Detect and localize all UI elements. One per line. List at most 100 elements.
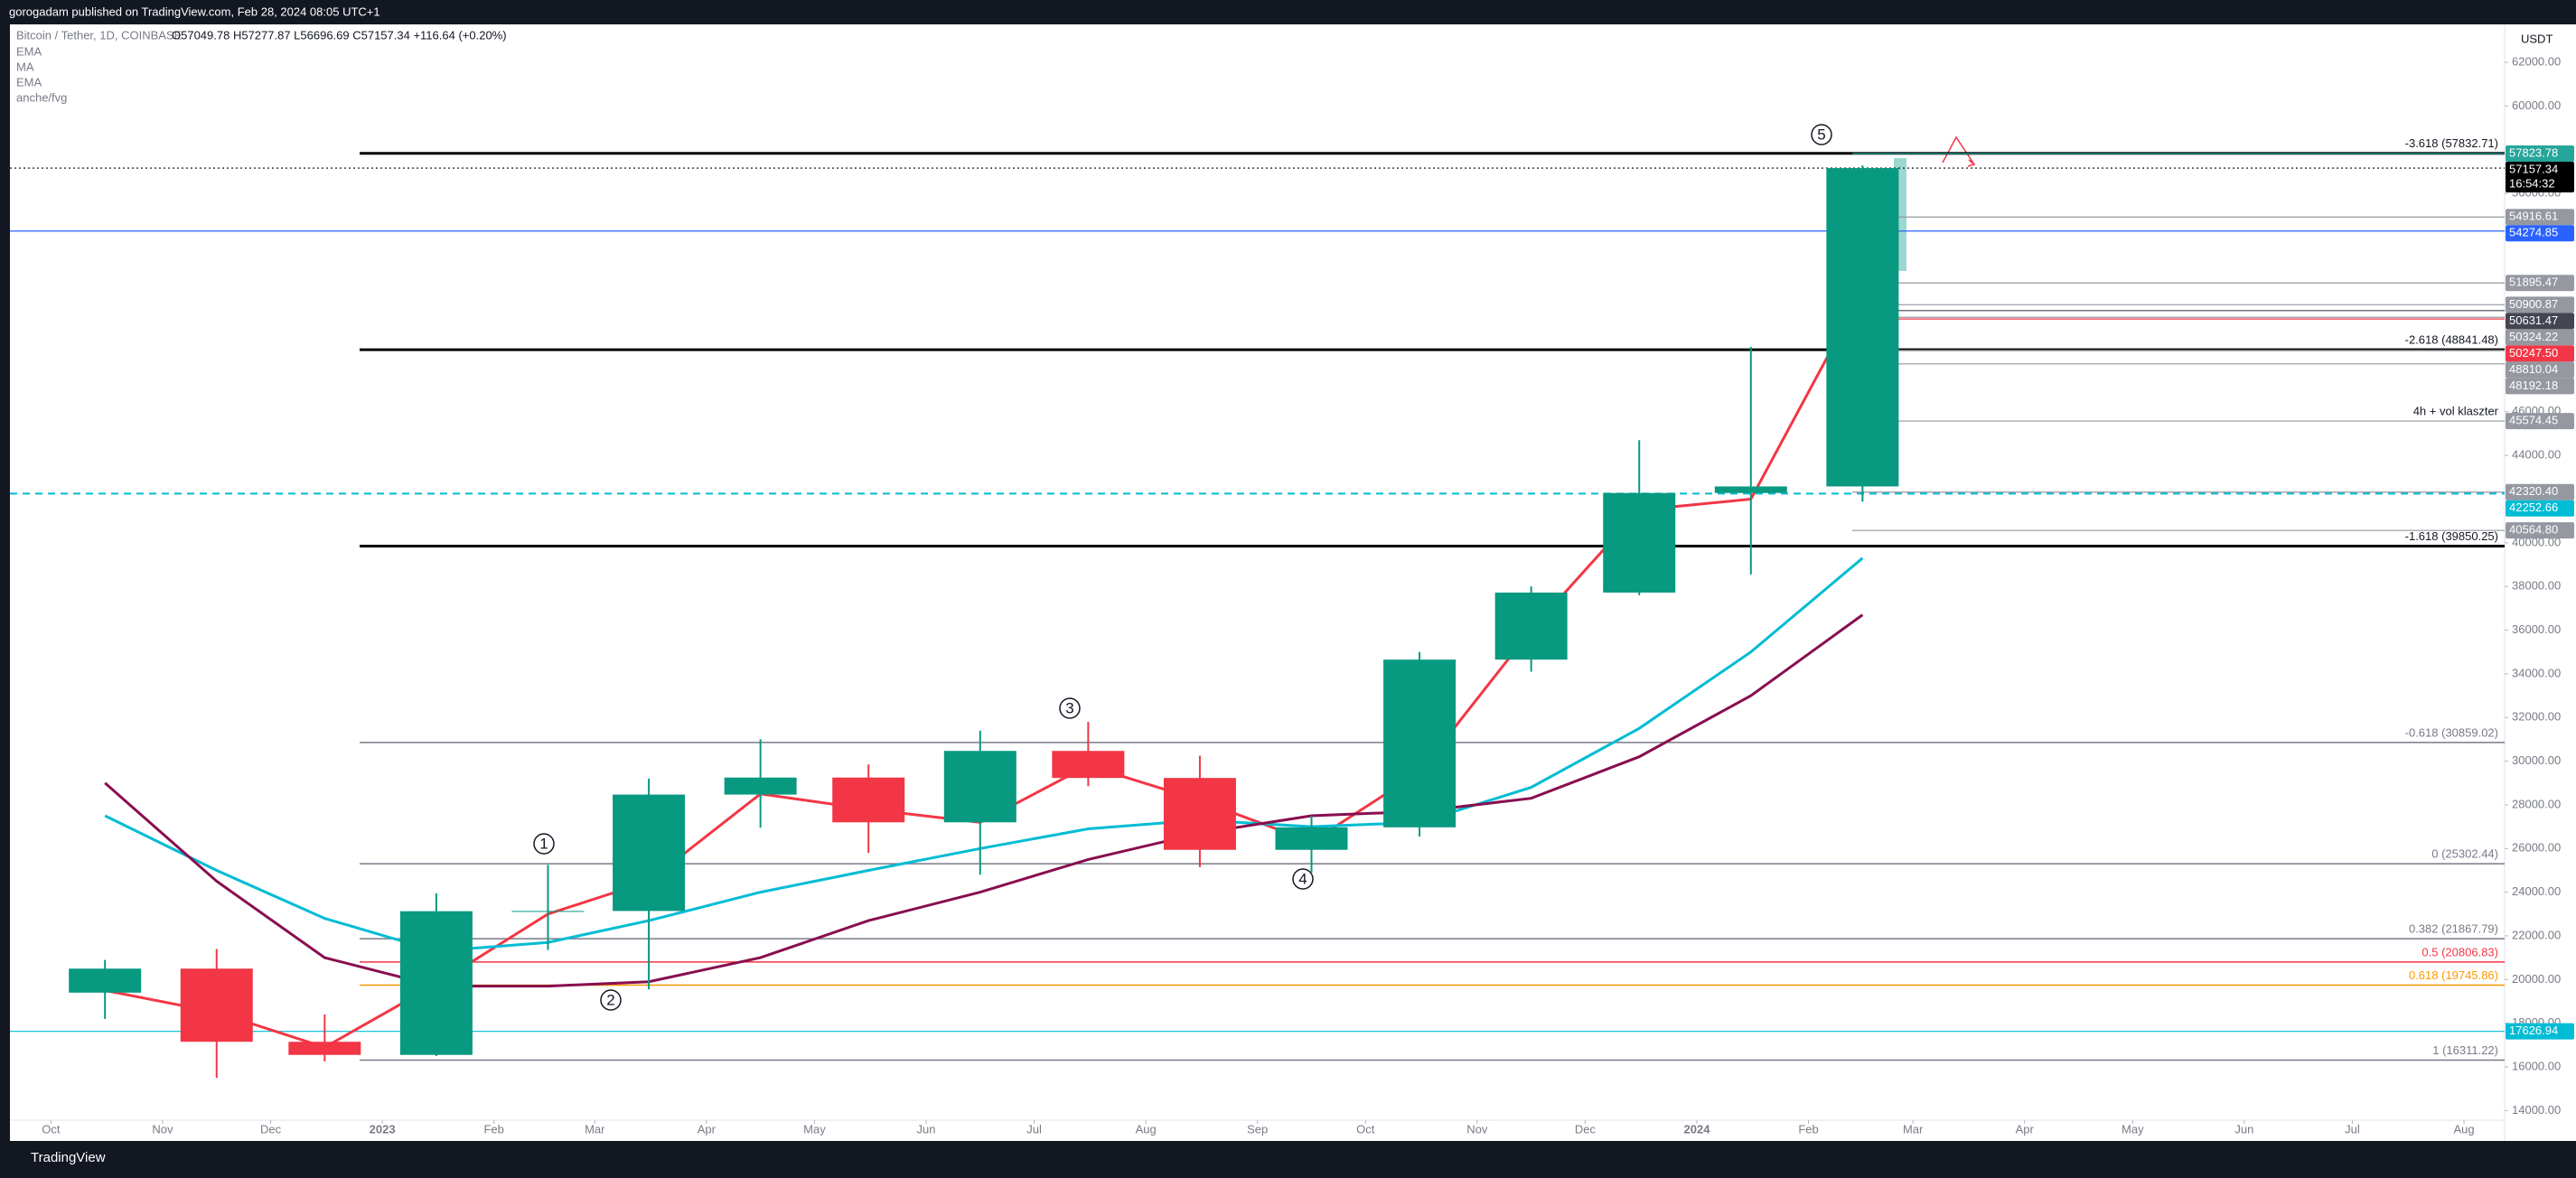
- price-label: 51895.47: [2509, 276, 2558, 289]
- y-tick-label: 62000.00: [2512, 54, 2561, 68]
- candle-body: [1714, 486, 1787, 493]
- y-tick-label: 34000.00: [2512, 666, 2561, 679]
- price-label: 48192.18: [2509, 379, 2558, 392]
- price-label-box: [2506, 313, 2574, 330]
- y-tick-label: 36000.00: [2512, 622, 2561, 636]
- price-label: 50247.50: [2509, 346, 2558, 360]
- x-tick-label: Oct: [42, 1122, 61, 1136]
- y-tick-label: 38000.00: [2512, 579, 2561, 593]
- price-label: 50324.22: [2509, 330, 2558, 343]
- candle-body: [511, 911, 585, 912]
- candle-body: [288, 1042, 361, 1055]
- price-label-box: [2506, 209, 2574, 226]
- x-tick-label: Feb: [1798, 1122, 1818, 1136]
- price-label: 54916.61: [2509, 210, 2558, 223]
- currency: USDT: [2521, 32, 2553, 45]
- price-label-box: [2506, 145, 2574, 162]
- fib-label: -3.618 (57832.71): [2405, 136, 2498, 150]
- price-label-box: [2506, 500, 2574, 517]
- price-label-box: [2506, 361, 2574, 379]
- note: 4h + vol klaszter: [2413, 404, 2499, 417]
- legend-entry: EMA: [16, 75, 42, 89]
- brand: TradingView: [31, 1150, 106, 1165]
- x-tick-label: Oct: [1356, 1122, 1375, 1136]
- x-tick-label: Aug: [1136, 1122, 1157, 1136]
- price-label-box: [2506, 378, 2574, 395]
- candle-body: [69, 968, 142, 993]
- x-tick-label: Aug: [2453, 1122, 2474, 1136]
- x-tick-label: 2024: [1684, 1122, 1711, 1136]
- x-tick-label: Nov: [1466, 1122, 1488, 1136]
- fib-label: 0 (25302.44): [2431, 847, 2498, 861]
- wave-label: 3: [1065, 699, 1073, 716]
- wave-label: 4: [1298, 870, 1307, 887]
- y-tick-label: 32000.00: [2512, 710, 2561, 724]
- y-tick-label: 26000.00: [2512, 841, 2561, 855]
- candle-body: [399, 911, 473, 1055]
- wave-label: 1: [539, 835, 548, 852]
- wave-circle: [1059, 697, 1081, 719]
- wave-circle: [1292, 868, 1314, 890]
- symbol: Bitcoin / Tether, 1D, COINBASE: [16, 28, 183, 42]
- x-tick-label: May: [803, 1122, 826, 1136]
- fib-label: 0.618 (19745.86): [2409, 968, 2498, 982]
- y-tick-label: 14000.00: [2512, 1103, 2561, 1117]
- candle-body: [1603, 492, 1676, 593]
- x-tick-label: Jul: [1026, 1122, 1042, 1136]
- x-tick-label: Dec: [1575, 1122, 1597, 1136]
- price-label-box: [2506, 522, 2574, 539]
- price-label: 54274.85: [2509, 226, 2558, 239]
- price-label: 57157.34: [2509, 162, 2558, 175]
- price-label-box: [2506, 1023, 2574, 1040]
- arrow-head: [1967, 159, 1976, 167]
- fib-label: -2.618 (48841.48): [2405, 333, 2498, 347]
- price-label-box: [2506, 413, 2574, 430]
- publisher: gorogadam published on TradingView.com, …: [9, 5, 380, 18]
- price-label: 50900.87: [2509, 297, 2558, 311]
- candle-body: [832, 777, 905, 823]
- price-label-box: [2506, 161, 2574, 192]
- price-label-box: [2506, 275, 2574, 292]
- candle-body: [943, 751, 1016, 823]
- price-label: 42252.66: [2509, 500, 2558, 514]
- chart-area: [10, 24, 2576, 1141]
- fib-label: 1 (16311.22): [2432, 1043, 2498, 1057]
- x-tick-label: Jul: [2345, 1122, 2360, 1136]
- x-tick-label: Mar: [1903, 1122, 1924, 1136]
- price-label: 40564.80: [2509, 523, 2558, 537]
- price-label: 50631.47: [2509, 313, 2558, 327]
- wave-circle: [533, 833, 555, 855]
- price-label: 57823.78: [2509, 145, 2558, 159]
- price-label-box: [2506, 296, 2574, 313]
- x-tick-label: Dec: [260, 1122, 282, 1136]
- x-tick-label: Mar: [585, 1122, 605, 1136]
- countdown: 16:54:32: [2509, 176, 2555, 190]
- x-tick-label: Jun: [2234, 1122, 2253, 1136]
- price-label: 48810.04: [2509, 362, 2558, 376]
- legend-entry: MA: [16, 60, 34, 73]
- y-tick-label: 24000.00: [2512, 884, 2561, 898]
- fib-label: 0.382 (21867.79): [2409, 922, 2498, 936]
- legend-entry: EMA: [16, 44, 42, 58]
- x-tick-label: Apr: [2016, 1122, 2035, 1136]
- indicator-label: anche/fvg: [16, 90, 67, 104]
- y-tick-label: 22000.00: [2512, 928, 2561, 941]
- x-tick-label: Apr: [698, 1122, 717, 1136]
- y-tick-label: 60000.00: [2512, 98, 2561, 112]
- price-label-box: [2506, 329, 2574, 346]
- wave-label: 5: [1817, 126, 1825, 143]
- wave-circle: [600, 989, 622, 1011]
- price-label: 45574.45: [2509, 414, 2558, 427]
- price-label: 42320.40: [2509, 484, 2558, 498]
- candle-body: [1383, 659, 1457, 827]
- y-tick-label: 30000.00: [2512, 753, 2561, 767]
- candle-body: [724, 777, 797, 795]
- ohlc: O57049.78 H57277.87 L56696.69 C57157.34 …: [172, 28, 507, 42]
- candle-body: [1826, 168, 1899, 487]
- candle-body: [180, 968, 253, 1042]
- candle-body: [1163, 778, 1236, 850]
- fib-label: 0.5 (20806.83): [2421, 945, 2498, 958]
- x-tick-label: Nov: [152, 1122, 173, 1136]
- x-tick-label: Jun: [917, 1122, 936, 1136]
